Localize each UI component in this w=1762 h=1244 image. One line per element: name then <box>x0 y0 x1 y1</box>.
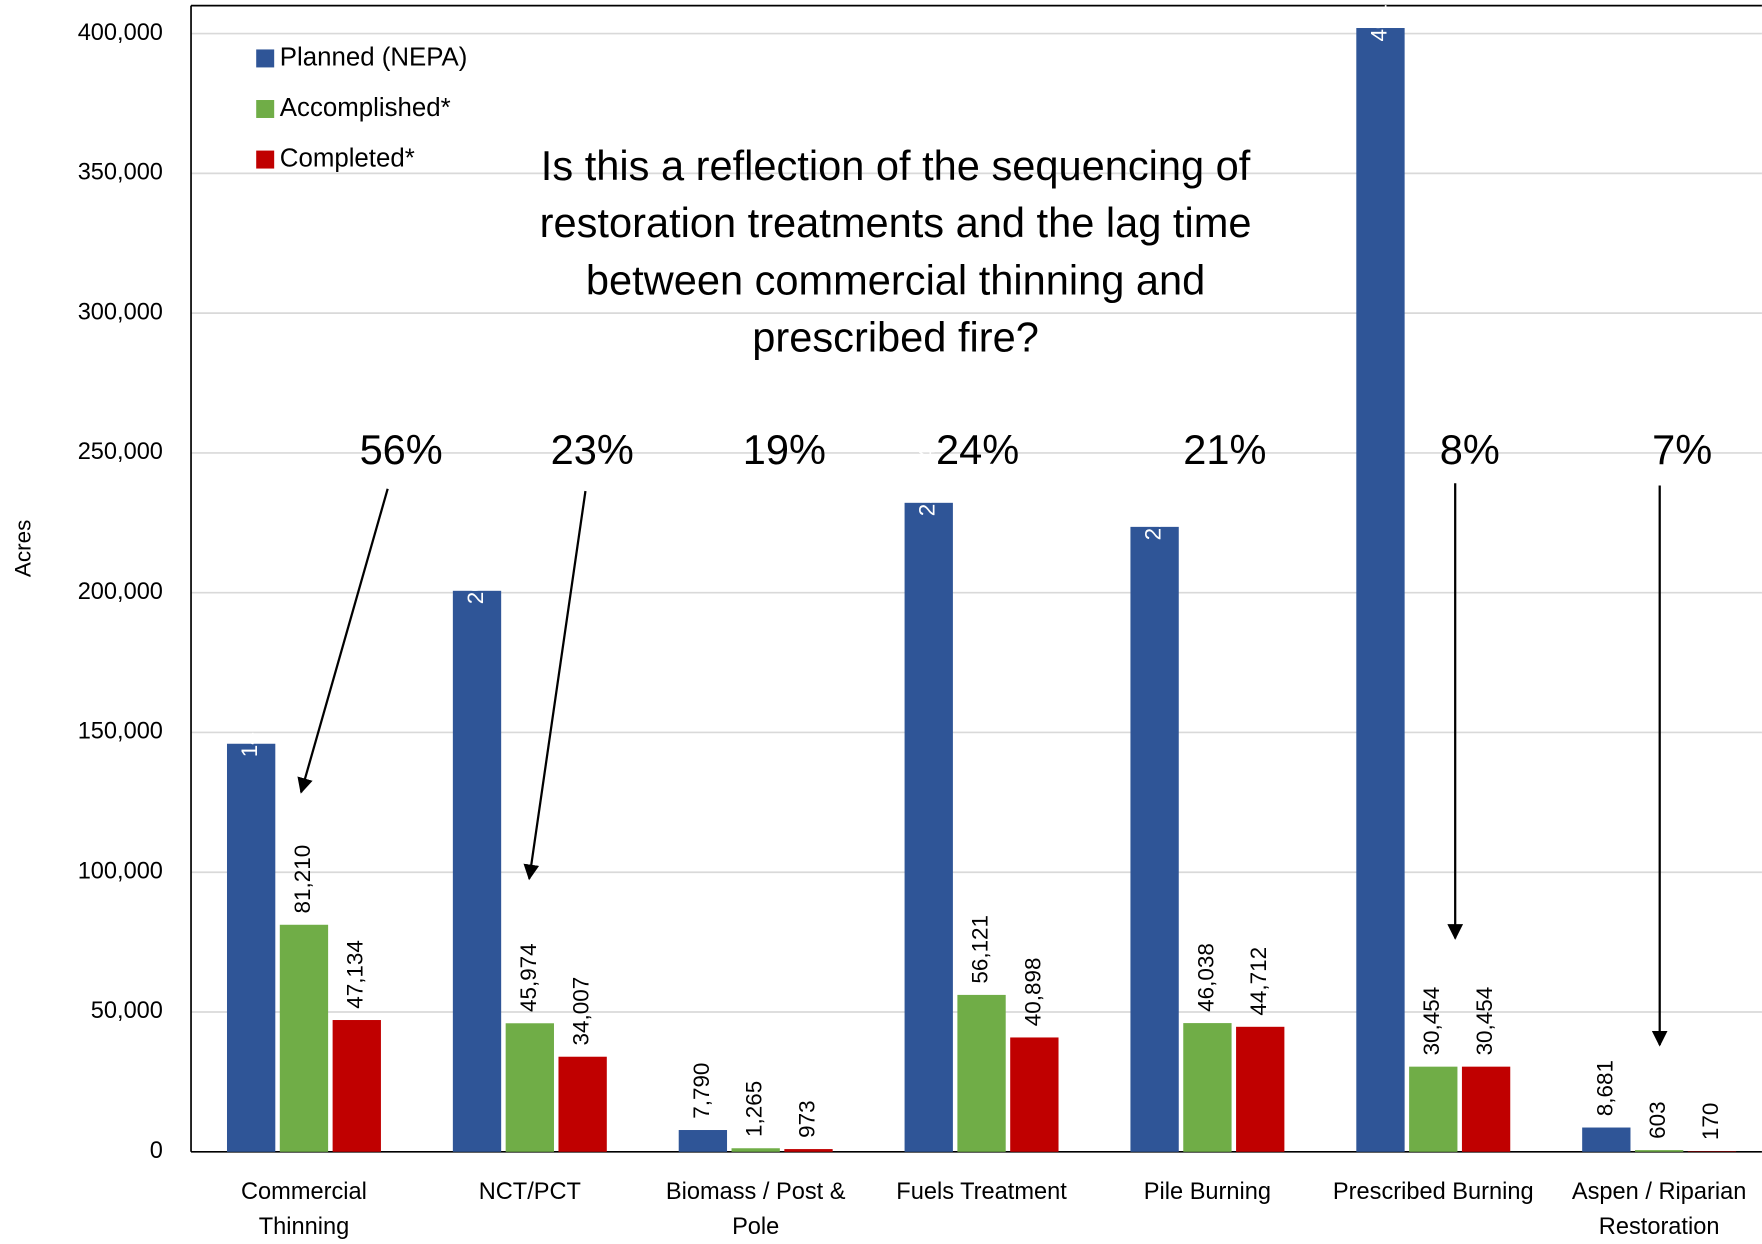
annotation-arrow <box>301 489 388 792</box>
x-tick-label: Pile Burning <box>1097 1174 1317 1209</box>
bar <box>1236 1027 1284 1152</box>
annotation-percent: 23% <box>551 426 634 473</box>
y-tick-label: 150,000 <box>78 718 163 744</box>
y-tick-label: 350,000 <box>78 159 163 185</box>
bar <box>957 995 1005 1152</box>
bar <box>679 1130 727 1152</box>
value-label: 46,038 <box>1193 943 1218 1012</box>
annotation-percent: 56% <box>360 426 443 473</box>
x-tick-label: Fuels Treatment <box>871 1174 1091 1209</box>
y-tick-label: 50,000 <box>91 997 163 1023</box>
value-label: 45,974 <box>516 943 541 1012</box>
bar <box>227 744 275 1152</box>
x-tick-label: NCT/PCT <box>420 1174 640 1209</box>
x-tick-label: Biomass / Post & Pole <box>646 1174 866 1244</box>
value-label: 170 <box>1698 1103 1723 1141</box>
bar <box>1409 1067 1457 1152</box>
legend-label: Completed* <box>280 144 415 172</box>
bar <box>1635 1150 1683 1152</box>
value-label: 973 <box>794 1100 819 1137</box>
bar <box>558 1057 606 1152</box>
bar <box>1130 527 1178 1152</box>
value-label: 603 <box>1645 1101 1670 1139</box>
y-tick-label: 100,000 <box>78 857 163 883</box>
value-label: 40,898 <box>1020 957 1045 1026</box>
x-tick-label: Prescribed Burning <box>1323 1174 1543 1209</box>
annotation-percent: 24% <box>936 426 1019 473</box>
bar <box>905 503 953 1152</box>
y-tick-label: 300,000 <box>78 298 163 324</box>
bar <box>1582 1128 1630 1152</box>
x-tick-label: Aspen / Riparian Restoration <box>1549 1174 1762 1244</box>
annotation-percent: 7% <box>1652 426 1712 473</box>
bar <box>453 591 501 1152</box>
legend-swatch <box>256 49 274 67</box>
y-axis-label: Acres <box>11 520 36 577</box>
value-label: 401,989 <box>1366 0 1391 41</box>
value-label: 145,961 <box>237 676 262 757</box>
bar <box>1183 1023 1231 1152</box>
value-label: 47,134 <box>343 940 368 1009</box>
legend-swatch <box>256 100 274 118</box>
bar <box>784 1149 832 1152</box>
annotation-percent: 8% <box>1440 426 1500 473</box>
value-label: 56,121 <box>967 915 992 984</box>
value-label: 1,265 <box>742 1081 767 1137</box>
value-label: 7,790 <box>689 1063 714 1119</box>
value-label: 81,210 <box>290 845 315 914</box>
value-label: 34,007 <box>569 977 594 1046</box>
annotation-arrow <box>529 491 585 879</box>
value-label: 223,542 <box>1141 459 1166 540</box>
x-tick-label: Commercial Thinning <box>194 1174 414 1244</box>
bar <box>732 1148 780 1152</box>
bar <box>1010 1037 1058 1151</box>
bar <box>1462 1067 1510 1152</box>
legend-swatch <box>256 151 274 169</box>
value-label: 30,454 <box>1419 987 1444 1056</box>
y-tick-label: 400,000 <box>78 19 163 45</box>
annotation-percent: 21% <box>1183 426 1266 473</box>
bar <box>506 1023 554 1152</box>
legend-label: Accomplished* <box>280 94 451 122</box>
value-label: 8,681 <box>1592 1060 1617 1116</box>
value-label: 200,673 <box>463 523 488 604</box>
y-tick-label: 0 <box>150 1137 163 1163</box>
bar <box>1356 28 1404 1152</box>
bar <box>280 925 328 1152</box>
annotation-question: Is this a reflection of the sequencing o… <box>491 137 1300 366</box>
legend-label: Planned (NEPA) <box>280 43 468 71</box>
value-label: 30,454 <box>1472 987 1497 1056</box>
bar <box>333 1020 381 1152</box>
y-tick-label: 200,000 <box>78 578 163 604</box>
y-tick-label: 250,000 <box>78 438 163 464</box>
annotation-percent: 19% <box>743 426 826 473</box>
value-label: 44,712 <box>1246 947 1271 1016</box>
